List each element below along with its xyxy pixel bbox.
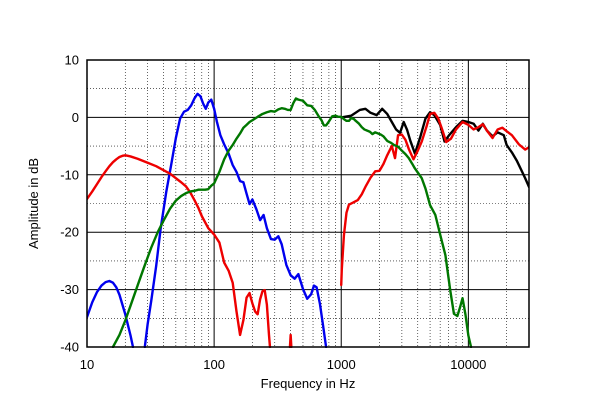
series-line-3 — [87, 111, 529, 348]
y-tick-labels: 10 0 -10 -20 -30 -40 — [60, 53, 79, 355]
y-tick-label: 10 — [65, 53, 79, 68]
x-tick-label: 10 — [80, 357, 94, 372]
x-tick-label: 100 — [203, 357, 225, 372]
y-tick-label: -10 — [60, 167, 79, 182]
y-tick-label: 0 — [72, 110, 79, 125]
series-layer — [87, 92, 529, 348]
plot-frame — [86, 59, 530, 348]
x-tick-label: 10000 — [450, 357, 486, 372]
y-tick-label: -20 — [60, 225, 79, 240]
x-tick-label: 1000 — [327, 357, 356, 372]
series-line-4 — [111, 97, 473, 348]
y-tick-label: -40 — [60, 340, 79, 355]
x-axis-title: Frequency in Hz — [261, 376, 356, 391]
series-line-1 — [340, 107, 529, 189]
y-axis-title: Amplitude in dB — [26, 158, 41, 249]
x-tick-labels: 10 100 1000 10000 — [80, 357, 487, 372]
y-tick-label: -30 — [60, 282, 79, 297]
